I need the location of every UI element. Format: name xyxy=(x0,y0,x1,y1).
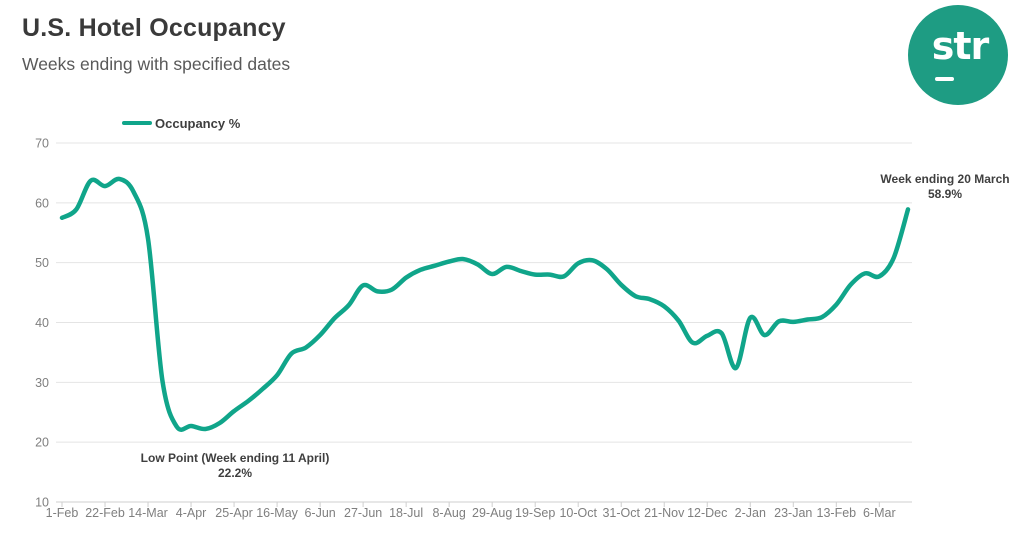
x-axis-label: 23-Jan xyxy=(774,506,812,520)
x-axis-label: 25-Apr xyxy=(215,506,253,520)
x-axis-label: 22-Feb xyxy=(85,506,125,520)
x-axis-label: 29-Aug xyxy=(472,506,512,520)
x-axis-label: 2-Jan xyxy=(735,506,766,520)
y-axis-label: 50 xyxy=(35,256,49,270)
y-axis-label: 10 xyxy=(35,496,49,510)
x-axis-label: 18-Jul xyxy=(389,506,423,520)
str-logo-underline xyxy=(935,77,954,81)
annotation-low-value: 22.2% xyxy=(217,466,253,480)
x-axis-label: 21-Nov xyxy=(644,506,685,520)
page-title: U.S. Hotel Occupancy xyxy=(22,14,286,42)
y-axis-label: 30 xyxy=(35,376,49,390)
annotation-low-title: Low Point (Week ending 11 April) xyxy=(140,451,330,465)
x-axis-label: 13-Feb xyxy=(817,506,857,520)
annotation-peak-title: Week ending 20 March xyxy=(880,172,1010,186)
y-axis-label: 60 xyxy=(35,196,49,210)
x-axis-label: 10-Oct xyxy=(559,506,597,520)
str-logo-text: str xyxy=(931,24,990,68)
x-axis-label: 8-Aug xyxy=(432,506,465,520)
x-axis-label: 1-Feb xyxy=(46,506,79,520)
x-axis-label: 27-Jun xyxy=(344,506,382,520)
x-axis-label: 19-Sep xyxy=(515,506,555,520)
legend-label: Occupancy % xyxy=(155,115,241,131)
annotation-peak: Week ending 20 March 58.9% xyxy=(845,172,1020,202)
y-axis-label: 20 xyxy=(35,436,49,450)
y-axis-label: 70 xyxy=(35,137,49,151)
x-axis-label: 4-Apr xyxy=(176,506,207,520)
occupancy-line xyxy=(59,176,911,432)
str-logo: str xyxy=(908,5,1008,105)
annotation-low-point: Low Point (Week ending 11 April) 22.2% xyxy=(120,451,350,481)
x-axis-label: 16-May xyxy=(256,506,298,520)
annotation-peak-value: 58.9% xyxy=(927,187,963,201)
chart-legend: Occupancy % xyxy=(122,114,240,132)
y-axis-label: 40 xyxy=(35,316,49,330)
x-axis-label: 12-Dec xyxy=(687,506,727,520)
x-axis-label: 6-Jun xyxy=(304,506,335,520)
x-axis-label: 14-Mar xyxy=(128,506,168,520)
x-axis-label: 31-Oct xyxy=(602,506,640,520)
legend-line-swatch xyxy=(122,120,152,126)
page-subtitle: Weeks ending with specified dates xyxy=(22,54,291,74)
x-axis-label: 6-Mar xyxy=(863,506,896,520)
